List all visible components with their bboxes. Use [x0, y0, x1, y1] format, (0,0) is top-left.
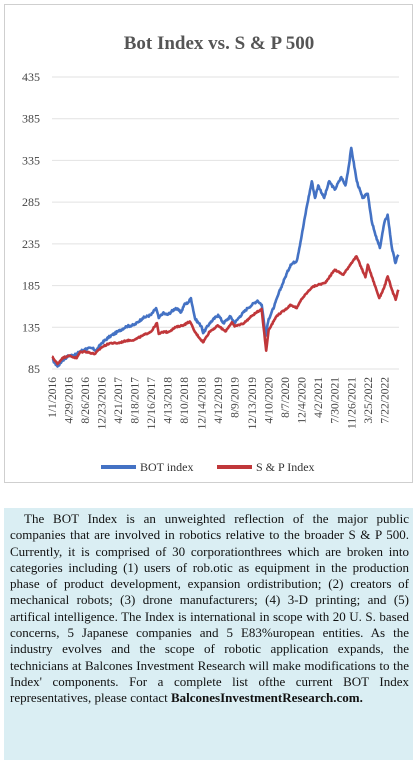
- legend-label-sp: S & P Index: [256, 460, 315, 474]
- x-tick-label: 12/23/2016: [97, 377, 109, 430]
- y-tick-label: 335: [22, 153, 40, 167]
- y-axis-ticks: 85 135 185 235 285 335 385 435: [22, 70, 40, 376]
- chart-title: Bot Index vs. S & P 500: [124, 33, 315, 54]
- y-tick-label: 85: [28, 362, 40, 376]
- x-tick-label: 4/21/2017: [113, 377, 125, 424]
- x-tick-label: 4/29/2016: [64, 377, 76, 424]
- legend-label-bot: BOT index: [140, 460, 193, 474]
- website-link[interactable]: BalconesInvestmentResearch.com.: [170, 690, 363, 706]
- y-tick-label: 385: [22, 112, 40, 126]
- x-tick-label: 12/16/2017: [146, 377, 158, 430]
- x-tick-label: 11/26/2021: [346, 377, 358, 429]
- x-tick-label: 8/26/2016: [80, 377, 92, 424]
- x-tick-label: 8/7/2020: [280, 377, 292, 418]
- description-panel: The BOT Index is an unweighted reflectio…: [4, 508, 413, 760]
- x-tick-label: 7/30/2021: [330, 377, 342, 424]
- bot-index-line: [51, 146, 400, 368]
- y-tick-label: 285: [22, 195, 40, 209]
- legend: BOT index S & P Index: [101, 460, 315, 474]
- series-lines: [51, 146, 400, 368]
- description-text: The BOT Index is an unweighted reflectio…: [10, 511, 409, 706]
- sp-index-line: [51, 255, 400, 366]
- x-tick-label: 12/13/2019: [247, 377, 259, 430]
- x-tick-label: 4/13/2018: [163, 377, 175, 424]
- y-tick-label: 185: [22, 279, 40, 293]
- y-tick-label: 435: [22, 70, 40, 84]
- x-tick-label: 8/9/2019: [230, 377, 242, 418]
- x-tick-label: 3/25/2022: [363, 377, 375, 424]
- bot-vs-sp-chart: Bot Index vs. S & P 500 85 135 185 235 285 33…: [22, 33, 400, 474]
- x-tick-label: 4/10/2020: [264, 377, 276, 424]
- y-tick-label: 135: [22, 320, 40, 334]
- x-tick-label: 1/1/2016: [47, 377, 59, 418]
- x-tick-label: 8/18/2017: [130, 377, 142, 424]
- y-tick-label: 235: [22, 237, 40, 251]
- x-tick-label: 4/12/2019: [213, 377, 225, 424]
- x-tick-label: 12/14/2018: [197, 377, 209, 430]
- x-tick-label: 12/4/2020: [297, 377, 309, 424]
- x-axis-ticks: 1/1/2016 4/29/2016 8/26/2016 12/23/2016 4/21…: [47, 377, 391, 430]
- chart-container: Bot Index vs. S & P 500 85 135 185 235 285 33…: [4, 4, 413, 483]
- x-tick-label: 8/10/2018: [179, 377, 191, 424]
- x-tick-label: 7/22/2022: [379, 377, 391, 424]
- x-tick-label: 4/2/2021: [313, 377, 325, 418]
- gridlines: [52, 76, 399, 370]
